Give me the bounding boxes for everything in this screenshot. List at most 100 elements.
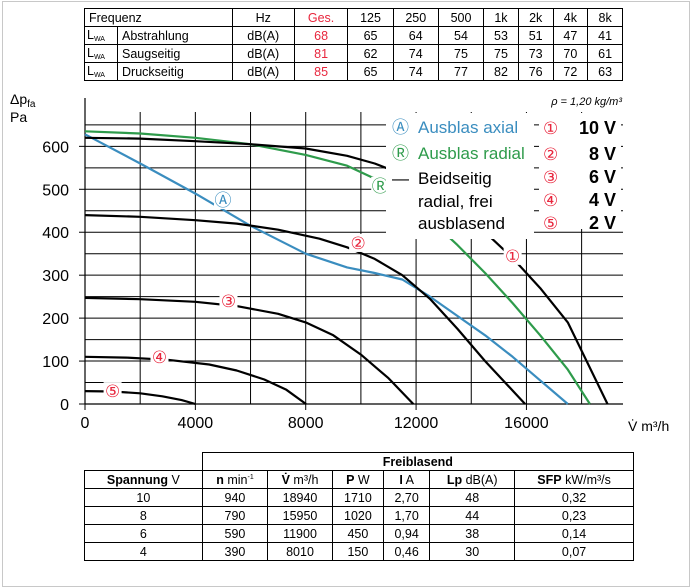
table-cell: 10 — [84, 488, 203, 507]
table-cell: Druckseitig — [117, 62, 233, 81]
series-marker: ③ — [221, 292, 236, 311]
table-row: LWA Druckseitig dB(A) 85 65 74 77 82 76 … — [84, 62, 623, 81]
legend-symbol: Ⓐ — [392, 118, 409, 137]
table-header-cell: Hz — [231, 8, 295, 27]
series-line — [84, 355, 307, 405]
table-cell: 4 — [84, 542, 203, 561]
table-cell: 2,70 — [383, 488, 431, 507]
x-axis-label: V̇ m³/h — [628, 418, 669, 434]
table-cell: 150 — [331, 542, 385, 561]
table-cell: 790 — [201, 506, 269, 525]
table-header-cell: SFP kW/m³/s — [514, 470, 634, 489]
legend-symbol: — — [392, 169, 409, 188]
y-tick-label: 200 — [42, 311, 69, 328]
y-tick-label: 0 — [60, 397, 69, 414]
table-cell: LWA — [84, 62, 118, 81]
table-cell: 1,70 — [383, 506, 431, 525]
x-tick-label: 12000 — [394, 415, 439, 432]
voltage-legend-symbol: ③ — [543, 168, 558, 187]
table-cell: dB(A) — [231, 26, 295, 45]
table-cell: 390 — [201, 542, 269, 561]
y-tick-label: 400 — [42, 225, 69, 242]
series-marker: ⑤ — [105, 382, 120, 401]
x-tick-label: 4000 — [178, 415, 214, 432]
table-cell: 77 — [437, 62, 485, 81]
series-marker: ② — [351, 234, 366, 253]
header-bold: P — [346, 472, 355, 487]
chart-legend: Ⓐ Ausblas axial Ⓡ Ausblas radial — Beidseitig… — [386, 113, 621, 239]
x-tick-label: 8000 — [288, 415, 324, 432]
table-cell: 1020 — [331, 506, 385, 525]
table-row: LWA Saugseitig dB(A) 81 62 74 75 75 73 7… — [84, 44, 623, 63]
voltage-legend-symbol: ① — [543, 119, 558, 138]
table-cell: 65 — [347, 62, 394, 81]
voltage-legend-symbol: ② — [543, 145, 558, 164]
table-row: LWA Abstrahlung dB(A) 68 65 64 54 53 51 … — [84, 26, 623, 45]
table-cell: 450 — [331, 524, 385, 543]
y-axis-unit: Pa — [10, 109, 27, 125]
y-tick-label: 300 — [42, 268, 69, 285]
table-cell: 0,46 — [383, 542, 431, 561]
table-cell: 53 — [483, 26, 519, 45]
table-cell: 48 — [429, 488, 516, 507]
symbol-text: L — [87, 64, 94, 78]
series-line — [84, 296, 415, 405]
voltage-legend-symbol: ④ — [543, 191, 558, 210]
legend-label: ausblasend — [418, 214, 505, 233]
table-cell: 82 — [483, 62, 519, 81]
fan-curve-chart: 0 100 200 300 400 500 600 0 4000 8000 12000 16000 Ⓐ… — [10, 91, 669, 434]
table-cell: 62 — [347, 44, 394, 63]
voltage-legend-label: 8 V — [589, 144, 616, 164]
header-bold: Spannung — [106, 472, 168, 487]
y-axis-label-sub: fa — [27, 99, 36, 110]
table-cell: 15950 — [267, 506, 333, 525]
voltage-legend-label: 2 V — [589, 213, 616, 233]
header-unit: A — [402, 472, 414, 487]
series-marker-background — [371, 176, 390, 195]
series-marker: Ⓐ — [214, 191, 231, 210]
table-row: 8 790 15950 1020 1,70 44 0,23 — [84, 506, 634, 525]
chart-axes: 0 100 200 300 400 500 600 0 4000 8000 12000 16000 — [42, 98, 623, 432]
voltage-legend-label: 4 V — [589, 190, 616, 210]
table-empty-cell — [85, 453, 203, 471]
legend-label: Beidseitig — [418, 169, 492, 188]
table-cell: 0,07 — [514, 542, 634, 561]
series-marker-background — [219, 291, 238, 310]
performance-table: Freiblasend Spannung V n min-1 V̇ m³/h P… — [84, 452, 635, 561]
series-marker-background — [349, 233, 368, 252]
table-cell: 44 — [429, 506, 516, 525]
legend-background — [386, 113, 534, 239]
series-line — [84, 214, 526, 405]
table-cell: 63 — [587, 62, 623, 81]
voltage-legend-background — [539, 113, 621, 229]
table-cell: 0,23 — [514, 506, 634, 525]
symbol-text: L — [87, 46, 94, 60]
series-marker-background — [503, 246, 522, 265]
legend-label: Ausblas axial — [418, 118, 518, 137]
header-bold: n — [216, 472, 224, 487]
subscript-text: WA — [93, 54, 105, 61]
header-unit: dB(A) — [462, 472, 498, 487]
table-cell: 54 — [437, 26, 485, 45]
header-sup: -1 — [247, 473, 254, 481]
symbol-text: L — [87, 28, 94, 42]
table-cell: LWA — [84, 26, 118, 45]
sound-power-table: Frequenz Hz Ges. 125 250 500 1k 2k 4k 8k… — [84, 8, 623, 81]
table-row: 4 390 8010 150 0,46 30 0,07 — [84, 542, 634, 561]
legend-symbol: Ⓡ — [392, 144, 409, 163]
table-cell: 940 — [201, 488, 269, 507]
table-cell: 74 — [392, 62, 439, 81]
table-cell: 73 — [517, 44, 554, 63]
voltage-legend-label: 6 V — [589, 167, 616, 187]
voltage-legend-symbol: ⑤ — [543, 214, 558, 233]
series-marker: Ⓡ — [372, 177, 389, 196]
table-cell: 6 — [84, 524, 203, 543]
table-cell: 0,14 — [514, 524, 634, 543]
table-header-cell: 500 — [437, 8, 485, 27]
table-cell: 75 — [437, 44, 485, 63]
table-cell: dB(A) — [231, 62, 295, 81]
series-marker-background — [213, 191, 232, 210]
table-header-cell: P W — [331, 470, 385, 489]
header-bold: SFP — [537, 472, 562, 487]
